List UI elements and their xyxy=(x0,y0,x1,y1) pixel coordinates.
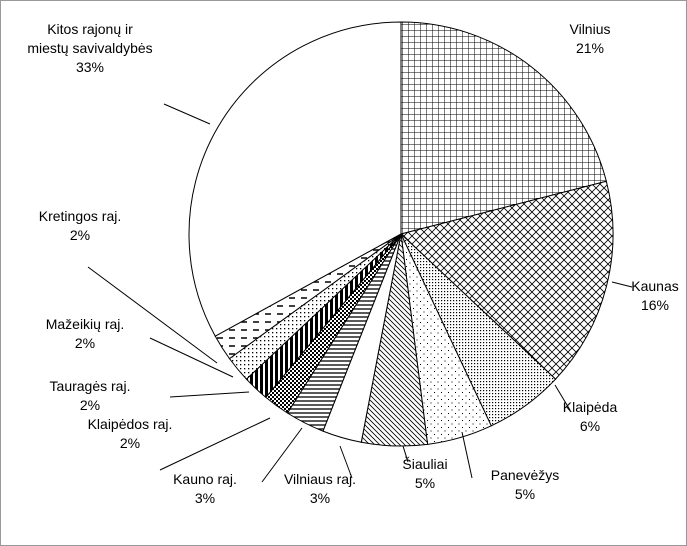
leader-line xyxy=(461,431,473,479)
category-label: Vilnius xyxy=(569,21,611,37)
category-label: Kretingos raj. xyxy=(38,208,122,224)
slice xyxy=(400,21,607,235)
category-label: Klaipėdos raj. xyxy=(87,416,173,432)
slice-label: Kaunas 16% xyxy=(631,277,678,315)
leader-line xyxy=(611,281,633,288)
category-label: Kitos rajonų ir miestų savivaldybės xyxy=(27,21,153,56)
leader-line xyxy=(163,103,211,125)
category-label: Kauno raj. xyxy=(173,471,237,487)
slice-label: Vilniaus raj. 3% xyxy=(284,470,356,508)
value-label: 3% xyxy=(194,490,216,506)
leader-line xyxy=(554,384,571,411)
value-label: 3% xyxy=(309,490,331,506)
leader-line xyxy=(339,445,353,479)
slice xyxy=(399,180,614,380)
slice-label: Kretingos raj. 2% xyxy=(39,207,121,245)
category-label: Tauragės raj. xyxy=(49,378,131,394)
value-label: 2% xyxy=(74,335,96,351)
value-label: 5% xyxy=(514,486,536,502)
slice xyxy=(188,21,402,337)
leader-line xyxy=(149,337,234,378)
category-label: Panevėžys xyxy=(490,467,560,483)
slice-label: Šiauliai 5% xyxy=(402,455,447,493)
slice-label: Kauno raj. 3% xyxy=(173,470,237,508)
slice-label: Tauragės raj. 2% xyxy=(50,377,131,415)
value-label: 2% xyxy=(69,227,91,243)
leader-line xyxy=(402,445,409,463)
value-label: 2% xyxy=(79,397,101,413)
slice-label: Klaipėdos raj. 2% xyxy=(88,415,173,453)
value-label: 16% xyxy=(640,297,670,313)
category-label: Vilniaus raj. xyxy=(283,471,357,487)
value-label: 33% xyxy=(75,59,105,75)
value-label: 6% xyxy=(579,418,601,434)
leader-line xyxy=(169,391,250,398)
slice-label: Klaipėda 6% xyxy=(563,398,618,436)
slice-label: Kitos rajonų ir miestų savivaldybės 33% xyxy=(25,20,155,77)
slice-label: Panevėžys 5% xyxy=(491,466,559,504)
category-label: Kaunas xyxy=(631,278,679,294)
slice-label: Vilnius 21% xyxy=(570,20,611,58)
value-label: 5% xyxy=(414,475,436,491)
value-label: 21% xyxy=(575,40,605,56)
category-label: Mažeikių raj. xyxy=(45,316,125,332)
category-label: Šiauliai xyxy=(402,456,448,472)
slice-label: Mažeikių raj. 2% xyxy=(46,315,125,353)
leader-line xyxy=(261,427,303,483)
leader-line xyxy=(159,417,271,471)
value-label: 2% xyxy=(119,435,141,451)
leader-line xyxy=(87,266,218,364)
category-label: Klaipėda xyxy=(562,399,618,415)
